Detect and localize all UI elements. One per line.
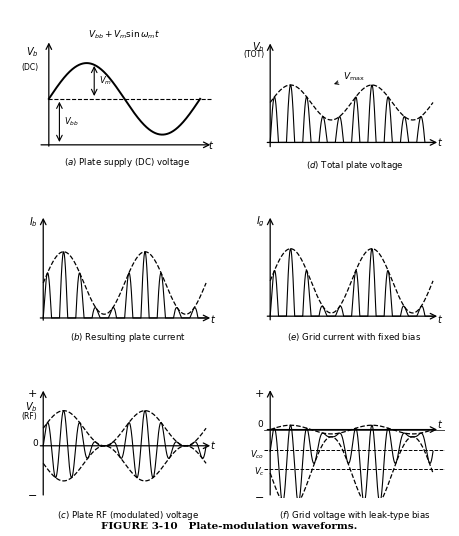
Text: $(d)$ Total plate voltage: $(d)$ Total plate voltage	[306, 159, 403, 172]
Text: $(b)$ Resulting plate current: $(b)$ Resulting plate current	[70, 331, 185, 344]
Text: (TOT): (TOT)	[243, 50, 264, 59]
Text: $V_{bb}+V_m\sin\omega_m t$: $V_{bb}+V_m\sin\omega_m t$	[89, 28, 161, 41]
Text: FIGURE 3-10   Plate-modulation waveforms.: FIGURE 3-10 Plate-modulation waveforms.	[101, 522, 358, 531]
Text: $(a)$ Plate supply (DC) voltage: $(a)$ Plate supply (DC) voltage	[64, 155, 190, 168]
Text: $t$: $t$	[437, 312, 443, 325]
Text: $V_{\max}$: $V_{\max}$	[335, 71, 365, 84]
Text: $I_b$: $I_b$	[29, 215, 38, 229]
Text: $(f)$ Grid voltage with leak-type bias: $(f)$ Grid voltage with leak-type bias	[279, 509, 430, 522]
Text: $V_b$: $V_b$	[25, 400, 38, 414]
Text: $V_{co}$: $V_{co}$	[250, 449, 264, 461]
Text: $0$: $0$	[257, 418, 264, 429]
Text: $I_g$: $I_g$	[256, 215, 264, 229]
Text: $0$: $0$	[32, 437, 39, 449]
Text: $V_b$: $V_b$	[26, 46, 38, 59]
Text: $V_b$: $V_b$	[252, 40, 264, 54]
Text: $-$: $-$	[254, 491, 264, 501]
Text: $t$: $t$	[437, 418, 443, 430]
Text: $V_m$: $V_m$	[99, 75, 112, 87]
Text: $t$: $t$	[207, 139, 214, 151]
Text: $t$: $t$	[437, 137, 443, 148]
Text: $-$: $-$	[28, 489, 38, 500]
Text: $t$: $t$	[210, 313, 216, 325]
Text: (RF): (RF)	[22, 412, 38, 421]
Text: $(e)$ Grid current with fixed bias: $(e)$ Grid current with fixed bias	[287, 331, 421, 343]
Text: $V_c$: $V_c$	[254, 466, 264, 478]
Text: $t$: $t$	[210, 438, 216, 451]
Text: $V_{bb}$: $V_{bb}$	[64, 116, 79, 128]
Text: $+$: $+$	[28, 388, 38, 399]
Text: $(c)$ Plate RF (modulated) voltage: $(c)$ Plate RF (modulated) voltage	[56, 509, 198, 522]
Text: $+$: $+$	[254, 388, 264, 399]
Text: (DC): (DC)	[21, 63, 38, 72]
